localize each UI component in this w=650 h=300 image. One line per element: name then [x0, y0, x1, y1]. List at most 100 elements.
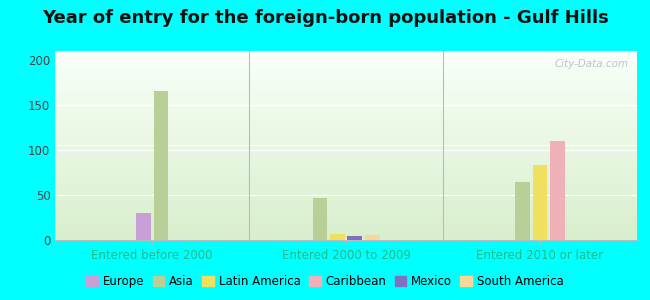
Bar	[55, 68, 637, 69]
Bar	[55, 154, 637, 155]
Bar	[55, 131, 637, 132]
Bar	[55, 214, 637, 215]
Bar	[55, 66, 637, 67]
Bar	[55, 130, 637, 131]
Bar	[55, 98, 637, 99]
Bar	[55, 169, 637, 170]
Bar	[55, 209, 637, 210]
Bar	[55, 196, 637, 197]
Bar	[55, 227, 637, 228]
Bar	[55, 235, 637, 236]
Bar	[55, 211, 637, 212]
Bar	[55, 52, 637, 53]
Bar	[55, 139, 637, 140]
Bar	[55, 94, 637, 95]
Bar	[55, 117, 637, 118]
Bar	[55, 233, 637, 234]
Bar	[55, 179, 637, 181]
Bar	[55, 165, 637, 166]
Bar	[55, 145, 637, 146]
Bar	[55, 77, 637, 78]
Bar	[55, 112, 637, 113]
Bar	[55, 172, 637, 173]
Bar	[550, 141, 565, 240]
Bar	[55, 160, 637, 162]
Bar	[55, 88, 637, 89]
Bar	[55, 118, 637, 119]
Bar	[55, 56, 637, 57]
Bar	[55, 159, 637, 160]
Bar	[55, 156, 637, 157]
Bar	[55, 108, 637, 109]
Bar	[55, 188, 637, 189]
Bar	[55, 203, 637, 204]
Bar	[55, 200, 637, 201]
Bar	[55, 71, 637, 72]
Bar	[55, 220, 637, 221]
Bar	[55, 97, 637, 98]
Bar	[55, 176, 637, 177]
Bar	[55, 189, 637, 190]
Bar	[55, 121, 637, 122]
Bar	[55, 170, 637, 171]
Bar	[55, 215, 637, 216]
Bar	[55, 143, 637, 144]
Bar	[55, 78, 637, 79]
Bar	[55, 129, 637, 130]
Text: Year of entry for the foreign-born population - Gulf Hills: Year of entry for the foreign-born popul…	[42, 9, 608, 27]
Bar	[55, 195, 637, 196]
Bar	[55, 136, 637, 137]
Bar	[55, 163, 637, 164]
Bar	[55, 79, 637, 80]
Bar	[55, 55, 637, 56]
Text: City-Data.com: City-Data.com	[554, 58, 629, 69]
Bar	[55, 229, 637, 230]
Bar	[55, 67, 637, 68]
Bar	[55, 116, 637, 117]
Bar	[55, 151, 637, 152]
Bar	[55, 201, 637, 202]
Bar	[55, 144, 637, 145]
Bar	[55, 192, 637, 193]
Bar	[55, 102, 637, 103]
Bar	[55, 87, 637, 88]
Bar	[55, 91, 637, 92]
Bar	[55, 158, 637, 159]
Bar	[55, 107, 637, 108]
Bar	[55, 173, 637, 174]
Bar	[55, 221, 637, 222]
Bar	[55, 148, 637, 149]
Bar	[55, 85, 637, 86]
Bar	[55, 125, 637, 126]
Bar	[532, 165, 547, 240]
Bar	[55, 95, 637, 96]
Bar	[55, 205, 637, 206]
Bar	[55, 96, 637, 97]
Bar	[55, 202, 637, 203]
Bar	[55, 132, 637, 133]
Bar	[55, 226, 637, 227]
Bar	[55, 73, 637, 74]
Bar	[55, 72, 637, 73]
Bar	[55, 206, 637, 207]
Bar	[55, 103, 637, 104]
Bar	[55, 57, 637, 58]
Bar	[55, 234, 637, 235]
Bar	[55, 51, 637, 52]
Bar	[55, 53, 637, 54]
Bar	[55, 128, 637, 129]
Bar	[55, 83, 637, 84]
Bar	[55, 212, 637, 213]
Bar	[55, 127, 637, 128]
Bar	[55, 99, 637, 100]
Bar	[55, 82, 637, 83]
Bar	[55, 54, 637, 55]
Bar	[55, 162, 637, 163]
Bar	[55, 198, 637, 200]
Bar	[55, 237, 637, 238]
Bar	[55, 219, 637, 220]
Bar	[55, 140, 637, 141]
Bar	[55, 92, 637, 93]
Bar	[55, 168, 637, 169]
Bar	[55, 167, 637, 168]
